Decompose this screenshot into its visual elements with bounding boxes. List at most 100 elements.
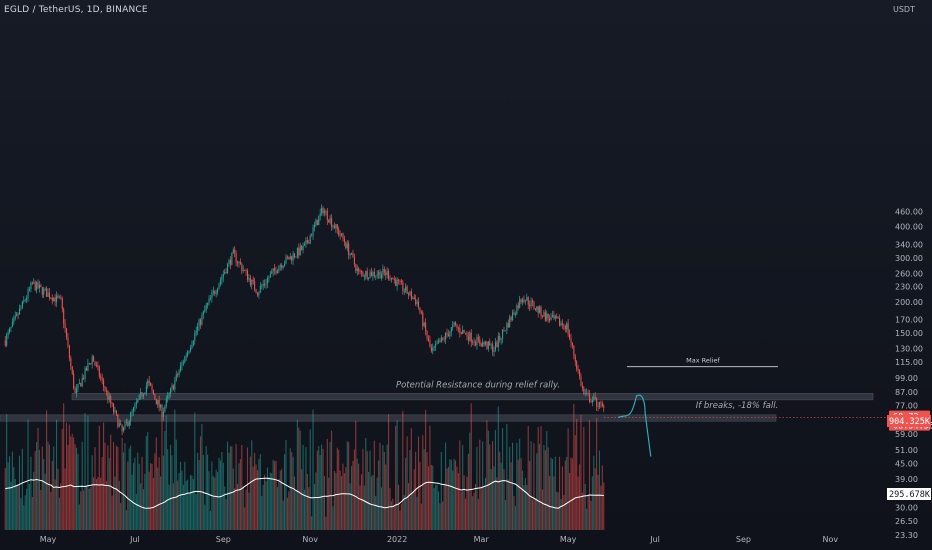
candle-body [97,365,99,368]
candle-body [87,363,89,371]
candle-body [433,346,435,349]
volume-bar [423,449,425,530]
symbol-title[interactable]: EGLD / TetherUS, 1D, BINANCE [4,5,148,15]
candle-body [90,363,92,365]
zone-box[interactable] [71,393,874,401]
candle-body [510,316,512,320]
volume-ma-badge[interactable] [887,488,931,500]
volume-bar [464,498,467,530]
candle-body [455,322,457,325]
candle-body [214,291,216,294]
volume-bar [586,508,588,530]
candle-body [20,307,22,309]
candle-body [509,316,511,327]
candle-body [466,332,468,337]
candle-body [279,265,281,267]
candle-body [403,290,405,292]
volume-bar [369,450,371,530]
volume-badge[interactable] [887,415,931,427]
candle-body [164,406,166,412]
candle-body [231,252,233,265]
volume-bar [151,464,153,530]
zone-box[interactable] [0,414,777,422]
volume-bar [446,468,448,530]
volume-bar [496,477,498,530]
volume-bar [232,468,234,530]
volume-bar [597,474,599,530]
volume-bar [433,488,435,530]
volume-bar [407,483,410,530]
candle-body [26,297,28,301]
candle-body [298,247,300,256]
volume-bar [228,452,230,530]
volume-bar [480,486,482,530]
volume-bar [427,466,430,530]
volume-bar [155,437,157,530]
time-axis-tick: May [560,535,577,544]
candle-body [600,402,602,404]
volume-bar [500,462,502,530]
candle-body [272,268,274,272]
candle-body [569,333,571,339]
candle-body [192,341,194,345]
volume-bar [376,477,378,530]
volume-bar [523,485,525,530]
candle-body [462,329,464,335]
candle-body [597,406,599,408]
volume-bar [341,476,343,530]
resistance-annotation: Potential Resistance during relief rally… [396,380,560,390]
candle-body [44,288,46,290]
volume-bar [533,443,535,530]
candle-body [365,271,367,277]
candle-body [348,243,350,256]
volume-bar [41,446,43,530]
volume-bar [439,503,441,530]
candle-body [378,271,380,275]
candle-body [269,273,271,278]
volume-bar [13,467,15,530]
candle-body [265,283,267,285]
volume-bar [144,473,146,530]
volume-bar [483,485,485,530]
volume-bar [392,498,394,530]
candle-body [294,253,296,257]
candle-body [530,300,532,307]
volume-bar [402,410,404,530]
volume-bar [382,445,384,530]
candle-body [284,263,286,266]
volume-bar [218,457,220,530]
candle-body [50,297,52,299]
volume-bar [265,481,267,530]
volume-bar [222,462,224,530]
volume-bar [583,426,585,530]
price-axis-tick: 26.50 [895,517,918,526]
volume-bar [291,452,293,530]
candle-body [259,286,261,293]
candle-body [380,274,382,279]
volume-bar [30,456,32,530]
candle-body [41,287,43,295]
candle-body [262,283,264,286]
price-axis-tick: 200.00 [895,298,923,307]
volume-bar [486,420,488,530]
candle-body [554,316,556,319]
volume-bar [521,470,524,530]
candle-body [533,302,535,309]
price-axis-tick: 51.00 [895,446,918,455]
candle-body [225,271,227,273]
candle-body [241,264,243,271]
volume-bar [33,471,35,530]
candle-body [570,338,572,344]
candle-body [389,278,391,280]
projection-path[interactable] [617,394,652,457]
candle-body [57,295,59,298]
volume-bar [313,484,316,530]
volume-bar [596,417,598,530]
candle-body [513,312,515,315]
volume-bar [422,435,424,530]
candle-body [215,292,217,294]
candle-body [211,292,213,298]
volume-bar [363,485,365,530]
